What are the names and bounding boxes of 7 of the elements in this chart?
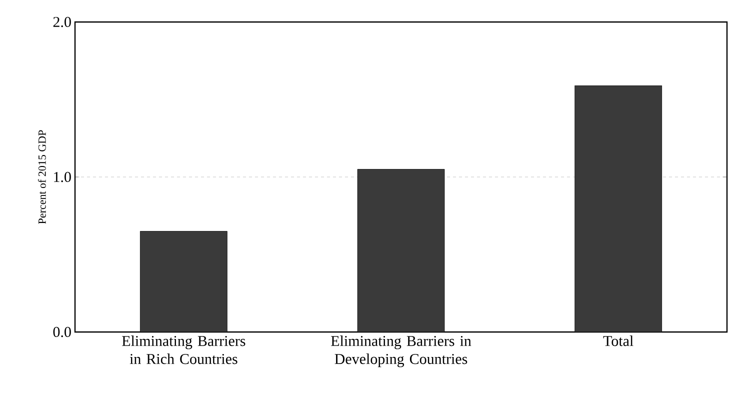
y-tick-label: 2.0 — [53, 16, 71, 28]
y-tick-label: 0.0 — [53, 326, 71, 338]
x-tick-label: Eliminating Barriers in Rich Countries — [122, 336, 246, 364]
y-tick-label: 1.0 — [54, 172, 71, 182]
x-tick-label: Total — [603, 336, 634, 346]
x-tick-label: Eliminating Barriers in Developing Countries — [331, 336, 472, 368]
y-axis-title: Percent of 2015 GDP — [38, 130, 46, 224]
